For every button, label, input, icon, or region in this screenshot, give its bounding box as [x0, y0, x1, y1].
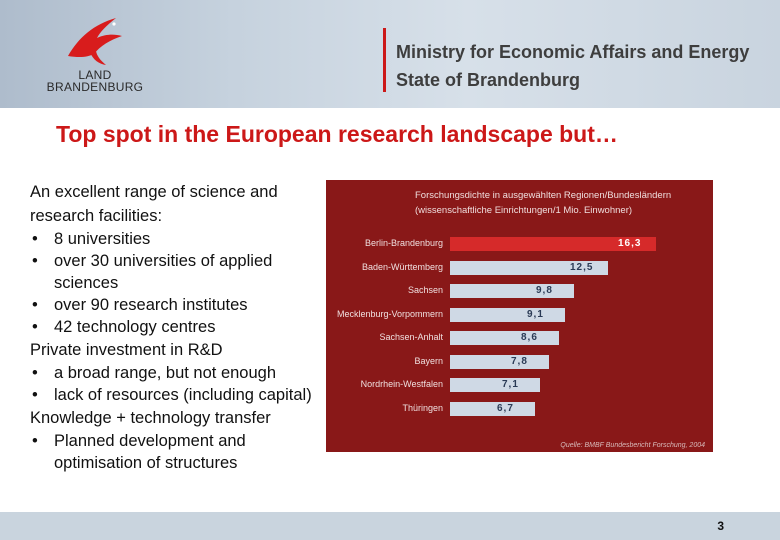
header-banner: LAND BRANDENBURG Ministry for Economic A… — [0, 0, 780, 108]
bullet-item: • lack of resources (including capital) — [30, 384, 315, 406]
bar-category-label: Mecklenburg-Vorpommern — [336, 308, 443, 319]
red-eagle-icon — [68, 18, 122, 65]
bullet-text: Planned development and optimisation of … — [54, 432, 246, 472]
section-heading: Private investment in R&D — [30, 341, 223, 359]
bar — [450, 354, 549, 369]
bullet-icon: • — [32, 318, 38, 336]
bullet-text: over 30 universities of applied sciences — [54, 252, 273, 292]
chart-source: Quelle: BMBF Bundesbericht Forschung, 20… — [560, 442, 705, 449]
bar-category-label: Nordrhein-Westfalen — [360, 379, 443, 389]
bullet-item: • 42 technology centres — [30, 316, 315, 338]
bullet-item: • Planned development and optimisation of… — [30, 430, 315, 474]
state-subtitle: State of Brandenburg — [396, 70, 581, 90]
bullet-icon: • — [32, 364, 38, 382]
bar-category-label: Thüringen — [402, 402, 443, 413]
bar-value-label: 9,1 — [527, 308, 544, 320]
bar-value-label: 7,8 — [511, 355, 528, 367]
bullet-text: lack of resources (including capital) — [54, 386, 312, 404]
bar-value-label: 12,5 — [570, 261, 594, 273]
bullet-text: a broad range, but not enough — [54, 364, 277, 382]
bar-category-label: Sachsen — [407, 285, 443, 295]
section-heading: Knowledge + technology transfer — [30, 409, 271, 427]
bullet-text: 8 universities — [54, 230, 151, 248]
bar — [450, 260, 608, 275]
bar — [450, 284, 574, 298]
bar — [450, 331, 559, 345]
section-heading: An excellent range of science and resear… — [30, 183, 278, 225]
footer-bar: 3 — [0, 512, 780, 540]
brandenburg-logo: LAND BRANDENBURG — [40, 14, 150, 96]
bar-category-label: Bayern — [414, 355, 443, 366]
research-density-chart: Forschungsdichte in ausgewählten Regione… — [326, 180, 713, 452]
bullet-icon: • — [32, 230, 38, 248]
bar-category-label: Baden-Württemberg — [361, 261, 443, 272]
bar-value-label: 8,6 — [521, 332, 538, 343]
bullet-item: • a broad range, but not enough — [30, 362, 315, 384]
bar-value-label: 6,7 — [497, 402, 514, 414]
bullet-text: over 90 research institutes — [54, 296, 248, 314]
bullet-item: • over 30 universities of applied science… — [30, 250, 315, 294]
bar — [450, 378, 540, 392]
ministry-title: Ministry for Economic Affairs and Energy — [396, 42, 750, 62]
logo-text-brandenburg: BRANDENBURG — [46, 80, 144, 94]
bullet-icon: • — [32, 252, 38, 270]
chart-title: Forschungsdichte in ausgewählten Regione… — [415, 190, 672, 201]
slide-body: An excellent range of science and resear… — [30, 180, 315, 474]
page-number: 3 — [717, 519, 724, 533]
bar-value-label: 7,1 — [502, 379, 519, 390]
bullet-icon: • — [32, 432, 38, 450]
bar — [450, 237, 656, 251]
bar-value-label: 16,3 — [618, 238, 642, 249]
logo-text-land: LAND — [78, 68, 112, 82]
bar-category-label: Berlin-Brandenburg — [364, 238, 443, 248]
slide-title: Top spot in the European research landsc… — [56, 121, 618, 147]
header-divider — [383, 28, 386, 92]
bullet-item: • over 90 research institutes — [30, 294, 315, 316]
bullet-item: • 8 universities — [30, 228, 315, 250]
bar — [450, 401, 535, 416]
bullet-icon: • — [32, 296, 38, 314]
bar-value-label: 9,8 — [536, 285, 553, 296]
bullet-text: 42 technology centres — [54, 318, 216, 336]
bullet-icon: • — [32, 386, 38, 404]
bar-category-label: Sachsen-Anhalt — [379, 332, 443, 342]
chart-subtitle: (wissenschaftliche Einrichtungen/1 Mio. … — [415, 205, 633, 216]
bar — [450, 307, 565, 322]
